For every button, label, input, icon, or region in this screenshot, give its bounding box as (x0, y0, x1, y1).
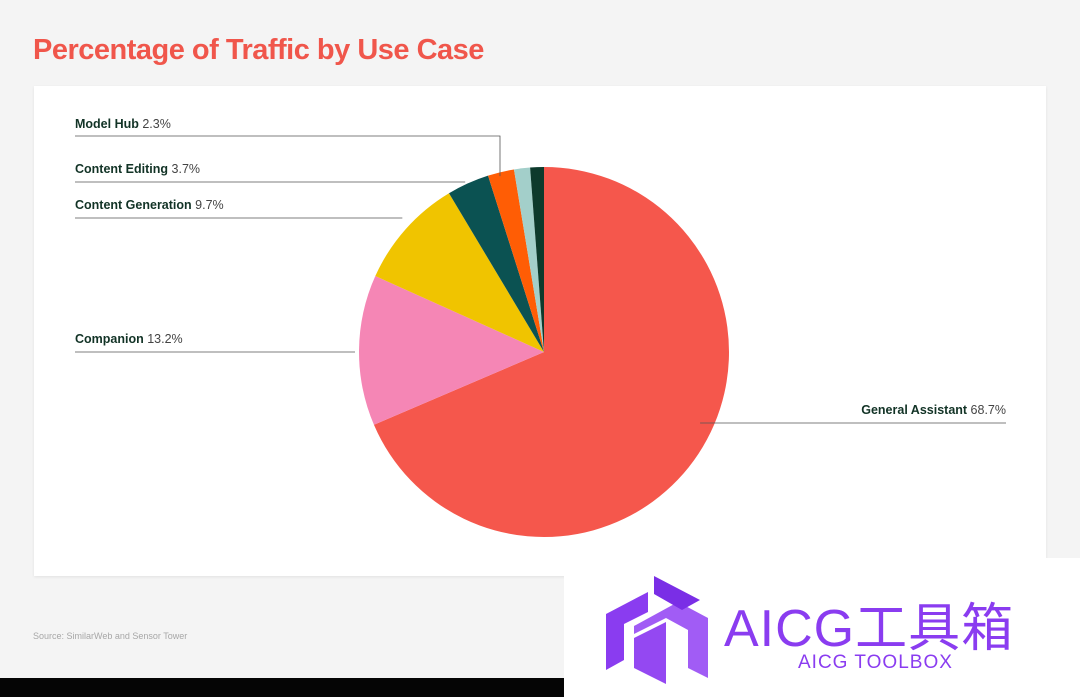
slice-label-name: Content Generation (75, 198, 195, 212)
pie-slice-model-hub (488, 169, 544, 352)
chart-card: General Assistant 68.7% Companion 13.2% Co… (34, 86, 1046, 576)
pie-slice-unlabeled-6 (530, 167, 544, 352)
slice-label-model-hub: Model Hub 2.3% (75, 117, 171, 131)
pie-slices (359, 167, 729, 537)
slice-label-content-editing: Content Editing 3.7% (75, 162, 200, 176)
slice-label-name: Content Editing (75, 162, 172, 176)
slice-label-name: Model Hub (75, 117, 142, 131)
slice-labels: General Assistant 68.7%Companion 13.2%Co… (75, 117, 1006, 417)
pie-slice-content-generation (375, 193, 544, 352)
slice-label-value: 3.7% (172, 162, 201, 176)
watermark-subtitle: AICG TOOLBOX (798, 652, 953, 673)
slice-label-value: 2.3% (142, 117, 171, 131)
pie-slice-general-assistant (373, 167, 729, 537)
slice-label-content-generation: Content Generation 9.7% (75, 198, 224, 212)
aicg-logo-icon (606, 576, 708, 684)
watermark-name: AICG工具箱 (724, 600, 1015, 658)
leader-line-model-hub (75, 135, 501, 177)
watermark: AICG工具箱 AICG TOOLBOX (564, 558, 1080, 697)
slice-label-companion: Companion 13.2% (75, 332, 183, 346)
pie-slice-companion (359, 276, 544, 425)
slice-label-name: Companion (75, 332, 147, 346)
pie-chart: General Assistant 68.7%Companion 13.2%Co… (75, 117, 1006, 537)
page-title: Percentage of Traffic by Use Case (33, 34, 484, 66)
slice-label-general-assistant: General Assistant 68.7% (861, 403, 1006, 417)
source-note: Source: SimilarWeb and Sensor Tower (33, 631, 188, 641)
pie-slice-content-editing (448, 175, 544, 352)
slice-label-value: 13.2% (147, 332, 182, 346)
slice-label-value: 68.7% (971, 403, 1006, 417)
slice-label-name: General Assistant (861, 403, 970, 417)
pie-slice-unlabeled-5 (513, 167, 544, 352)
leader-lines (75, 135, 1006, 424)
slice-label-value: 9.7% (195, 198, 224, 212)
